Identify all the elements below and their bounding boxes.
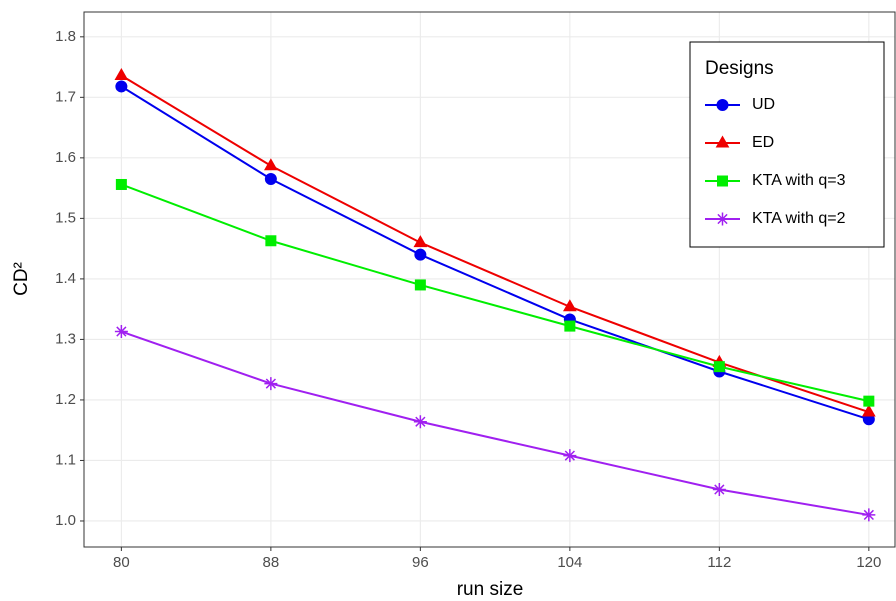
y-tick-label: 1.0: [55, 512, 76, 529]
point: [115, 80, 128, 93]
point: [264, 158, 278, 171]
legend-label: KTA with q=3: [752, 172, 846, 189]
x-tick-label: 80: [113, 554, 130, 571]
point: [114, 68, 129, 81]
point: [413, 415, 427, 429]
point: [265, 235, 277, 247]
x-tick-label: 96: [412, 554, 429, 571]
point: [861, 404, 876, 417]
legend-key-marker: [715, 135, 730, 148]
x-axis-title: run size: [457, 579, 524, 600]
point: [413, 235, 428, 248]
point: [712, 483, 726, 497]
point: [562, 299, 577, 312]
point: [115, 178, 127, 190]
legend-title: Designs: [705, 58, 774, 79]
point: [414, 279, 426, 291]
y-tick-label: 1.8: [55, 28, 76, 45]
x-tick-label: 112: [707, 554, 731, 571]
y-tick-label: 1.3: [55, 330, 76, 347]
legend-label: ED: [752, 134, 774, 151]
y-tick-label: 1.4: [55, 270, 76, 287]
point: [264, 377, 278, 391]
point: [862, 508, 876, 522]
legend-label: UD: [752, 96, 775, 113]
point: [713, 361, 725, 373]
x-tick-label: 120: [856, 554, 881, 571]
legend-key-marker: [717, 175, 728, 187]
legend-key-marker: [716, 212, 729, 226]
legend-key-marker: [716, 99, 729, 111]
point: [414, 248, 427, 261]
series-line: [120, 85, 870, 421]
x-tick-label: 88: [263, 554, 280, 571]
point: [264, 173, 277, 186]
y-axis-title: CD²: [11, 262, 32, 296]
y-tick-label: 1.5: [55, 209, 76, 226]
legend-label: KTA with q=2: [752, 210, 846, 227]
series-line: [121, 183, 870, 403]
point: [114, 325, 128, 339]
panel-border: [83, 11, 896, 548]
x-tick-label: 104: [557, 554, 582, 571]
y-tick-label: 1.2: [55, 391, 76, 408]
point: [863, 395, 875, 407]
point: [563, 449, 577, 463]
y-tick-label: 1.7: [55, 88, 76, 105]
y-tick-label: 1.6: [55, 149, 76, 166]
series-line: [120, 74, 870, 413]
series-line: [121, 330, 870, 516]
point: [564, 320, 576, 332]
y-tick-label: 1.1: [55, 451, 76, 468]
